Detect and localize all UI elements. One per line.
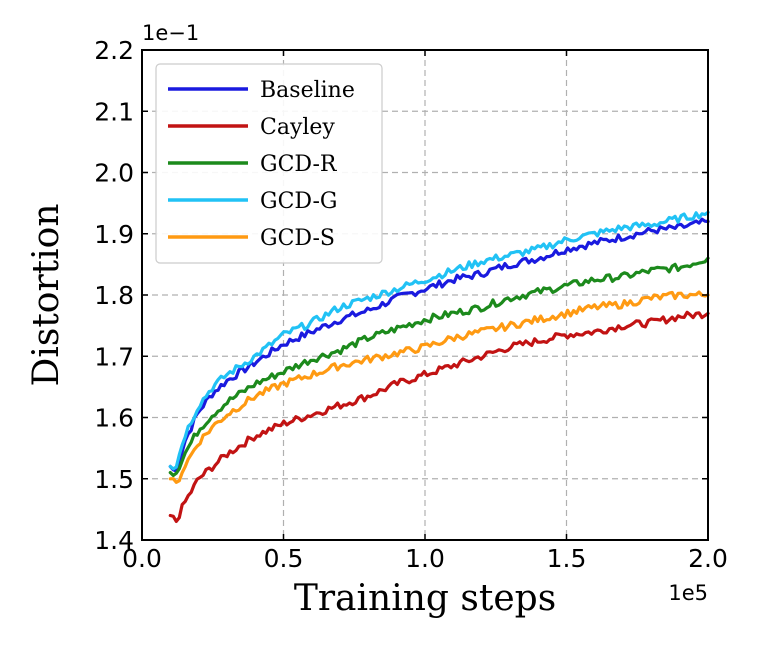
x-exponent-label: 1e5	[668, 581, 708, 605]
y-exponent-label: 1e−1	[142, 21, 199, 45]
legend-label: Baseline	[260, 78, 355, 103]
y-tick-label: 1.4	[94, 526, 134, 555]
legend-label: Cayley	[260, 115, 335, 140]
x-tick-label: 0.0	[122, 544, 162, 573]
y-tick-label: 1.8	[94, 281, 134, 310]
y-tick-label: 1.9	[94, 220, 134, 249]
x-tick-label: 0.5	[264, 544, 304, 573]
y-tick-label: 1.7	[94, 342, 134, 371]
y-tick-label: 2.0	[94, 159, 134, 188]
series-line-gcd-s	[168, 290, 710, 484]
x-tick-label: 1.5	[547, 544, 587, 573]
x-tick-label: 1.0	[405, 544, 445, 573]
y-tick-label: 1.5	[94, 465, 134, 494]
y-axis-title: Distortion	[26, 203, 67, 386]
legend-label: GCD-G	[260, 189, 337, 214]
series-lines	[168, 210, 710, 524]
legend: Baseline Cayley GCD-R GCD-G GCD-S	[155, 63, 383, 264]
y-tick-label: 2.2	[94, 36, 134, 65]
legend-label: GCD-R	[260, 152, 338, 177]
y-tick-label: 2.1	[94, 97, 134, 126]
series-line-gcd-g	[168, 210, 710, 471]
y-tick-label: 1.6	[94, 404, 134, 433]
x-tick-label: 2.0	[688, 544, 728, 573]
series-line-gcd-r	[168, 256, 710, 477]
series-line-baseline	[168, 217, 710, 473]
legend-box	[155, 63, 383, 264]
series-line-cayley	[168, 310, 710, 524]
x-axis-title: Training steps	[294, 578, 556, 619]
axis-ticks: 0.0 0.5 1.0 1.5 2.0 1.4 1.5 1.6 1.7 1.8 1.9 2.0 2.1 2…	[94, 36, 728, 573]
legend-label: GCD-S	[260, 226, 335, 251]
